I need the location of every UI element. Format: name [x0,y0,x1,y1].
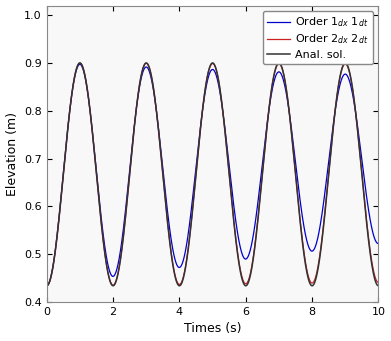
Order $1_{dx}$ $1_{dt}$ [44,284,49,288]
Y-axis label: Elevation (m): Elevation (m) [5,112,18,196]
Order $2_{dx}$ $2_{dt}$ [334,99,339,103]
Anal. sol. [44,284,49,288]
Order $1_{dx}$ $1_{dt}$ [83,73,87,77]
Order $1_{dx}$ $1_{dt}$ [102,241,107,246]
Order $2_{dx}$ $2_{dt}$ [77,61,82,65]
Line: Order $2_{dx}$ $2_{dt}$: Order $2_{dx}$ $2_{dt}$ [47,63,378,286]
Order $2_{dx}$ $2_{dt}$ [376,280,381,284]
Anal. sol. [77,61,82,65]
Anal. sol. [369,264,374,268]
Order $1_{dx}$ $1_{dt}$ [186,231,191,235]
Line: Anal. sol.: Anal. sol. [47,63,378,286]
Order $1_{dx}$ $1_{dt}$ [376,241,381,246]
Order $1_{dx}$ $1_{dt}$ [334,101,339,105]
Order $2_{dx}$ $2_{dt}$ [186,244,191,249]
Order $1_{dx}$ $1_{dt}$ [172,253,176,257]
Anal. sol. [83,72,87,76]
X-axis label: Times (s): Times (s) [184,323,241,336]
Order $2_{dx}$ $2_{dt}$ [369,261,374,265]
Anal. sol. [102,248,107,252]
Anal. sol. [186,246,191,250]
Order $1_{dx}$ $1_{dt}$ [369,227,374,231]
Anal. sol. [334,99,339,103]
Order $2_{dx}$ $2_{dt}$ [83,72,87,76]
Legend: Order $1_{dx}$ $1_{dt}$, Order $2_{dx}$ $2_{dt}$, Anal. sol.: Order $1_{dx}$ $1_{dt}$, Order $2_{dx}$ … [263,11,373,64]
Anal. sol. [172,270,176,274]
Order $2_{dx}$ $2_{dt}$ [172,268,176,272]
Order $2_{dx}$ $2_{dt}$ [44,284,49,288]
Line: Order $1_{dx}$ $1_{dt}$: Order $1_{dx}$ $1_{dt}$ [47,64,378,286]
Order $2_{dx}$ $2_{dt}$ [102,248,107,252]
Order $1_{dx}$ $1_{dt}$ [77,62,82,66]
Anal. sol. [376,284,381,288]
